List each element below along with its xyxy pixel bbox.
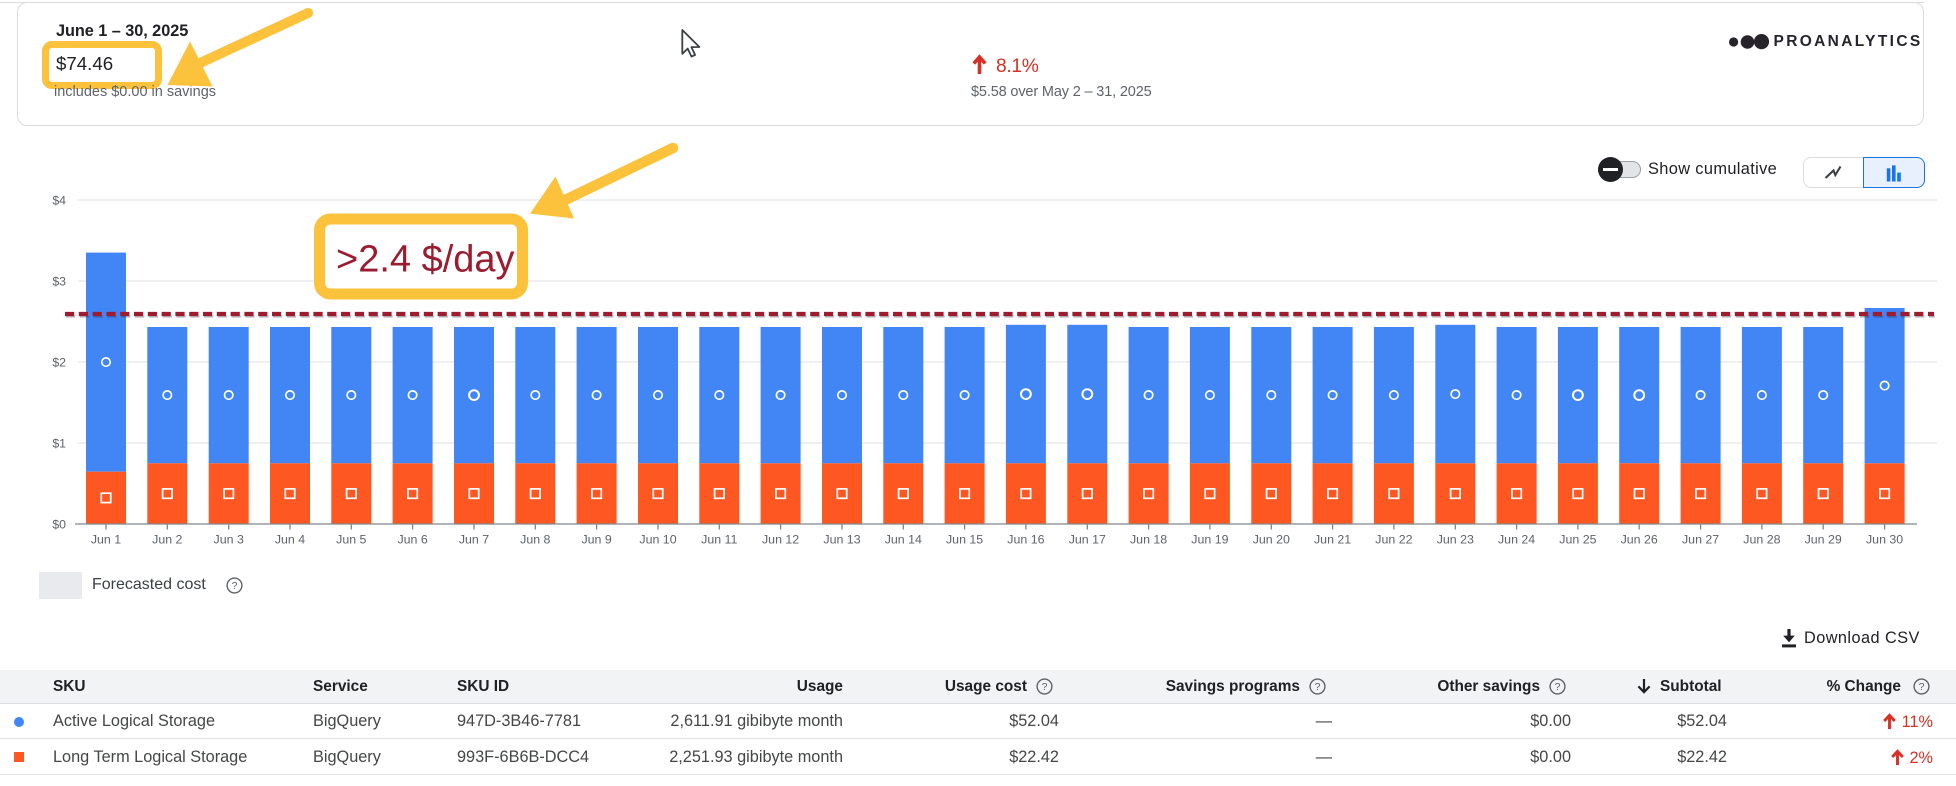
svg-text:Jun 4: Jun 4 bbox=[275, 533, 305, 547]
svg-text:Jun 30: Jun 30 bbox=[1866, 533, 1903, 547]
svg-text:Jun 14: Jun 14 bbox=[885, 533, 922, 547]
svg-text:>2.4 $/day: >2.4 $/day bbox=[336, 239, 515, 281]
svg-text:Jun 7: Jun 7 bbox=[459, 533, 489, 547]
svg-text:Jun 18: Jun 18 bbox=[1130, 533, 1167, 547]
svg-text:?: ? bbox=[1042, 681, 1048, 693]
svg-text:Jun 24: Jun 24 bbox=[1498, 533, 1535, 547]
svg-text:Jun 29: Jun 29 bbox=[1805, 533, 1842, 547]
svg-text:?: ? bbox=[1919, 681, 1925, 693]
svg-text:$0: $0 bbox=[52, 517, 66, 531]
svg-text:Jun 5: Jun 5 bbox=[336, 533, 366, 547]
svg-text:Jun 10: Jun 10 bbox=[639, 533, 676, 547]
svg-text:Jun 11: Jun 11 bbox=[701, 533, 737, 547]
svg-text:8.1%: 8.1% bbox=[996, 56, 1039, 77]
svg-text:Jun 22: Jun 22 bbox=[1375, 533, 1412, 547]
svg-text:Jun 9: Jun 9 bbox=[581, 533, 611, 547]
svg-text:Jun 8: Jun 8 bbox=[520, 533, 550, 547]
svg-text:Jun 25: Jun 25 bbox=[1559, 533, 1596, 547]
svg-text:Jun 23: Jun 23 bbox=[1437, 533, 1474, 547]
svg-text:Jun 20: Jun 20 bbox=[1253, 533, 1290, 547]
svg-text:Jun 2: Jun 2 bbox=[152, 533, 182, 547]
svg-text:$2: $2 bbox=[52, 355, 66, 369]
svg-text:$4: $4 bbox=[52, 193, 66, 207]
svg-text:Jun 12: Jun 12 bbox=[762, 533, 799, 547]
svg-text:Jun 26: Jun 26 bbox=[1621, 533, 1658, 547]
svg-text:Jun 13: Jun 13 bbox=[823, 533, 860, 547]
svg-text:?: ? bbox=[1555, 681, 1561, 693]
svg-text:Jun 15: Jun 15 bbox=[946, 533, 983, 547]
svg-text:Jun 6: Jun 6 bbox=[397, 533, 427, 547]
svg-text:?: ? bbox=[232, 580, 238, 592]
svg-text:Jun 17: Jun 17 bbox=[1069, 533, 1106, 547]
svg-text:Jun 21: Jun 21 bbox=[1314, 533, 1351, 547]
svg-text:$1: $1 bbox=[52, 436, 66, 450]
svg-text:Jun 27: Jun 27 bbox=[1682, 533, 1719, 547]
svg-text:$3: $3 bbox=[52, 274, 66, 288]
svg-text:Jun 1: Jun 1 bbox=[91, 533, 121, 547]
svg-text:Jun 3: Jun 3 bbox=[214, 533, 244, 547]
svg-text:Jun 16: Jun 16 bbox=[1007, 533, 1044, 547]
svg-text:Jun 19: Jun 19 bbox=[1191, 533, 1228, 547]
svg-text:Jun 28: Jun 28 bbox=[1743, 533, 1780, 547]
svg-text:?: ? bbox=[1315, 681, 1321, 693]
